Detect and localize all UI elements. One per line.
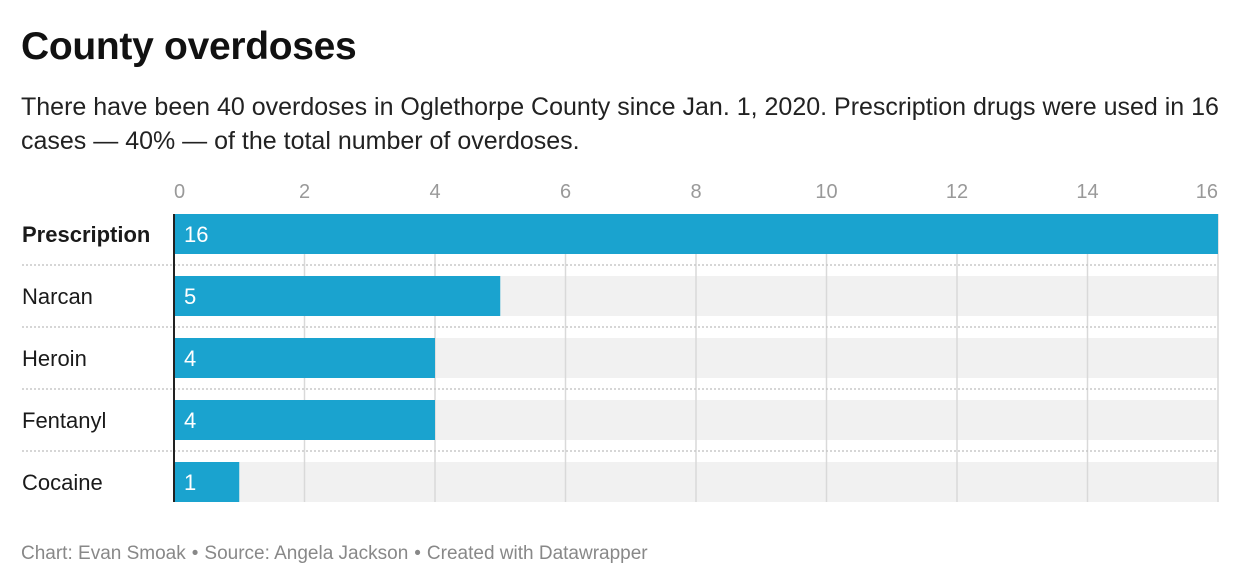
data-label: 1 [184,470,196,495]
footer-separator: • [191,543,199,564]
chart-subtitle: There have been 40 overdoses in Oglethor… [21,93,1219,155]
x-tick-label: 6 [560,181,571,203]
category-label: Cocaine [22,470,103,495]
x-tick-label: 14 [1076,181,1098,203]
x-tick-label: 10 [815,181,837,203]
bar [174,400,435,440]
data-label: 4 [184,346,196,371]
category-label: Narcan [22,284,93,309]
x-tick-label: 0 [174,181,185,203]
datawrapper-credit: Created with Datawrapper [426,543,648,564]
chart-credit: Chart: Evan Smoak [21,543,186,564]
x-tick-label: 16 [1196,181,1218,203]
chart-source: Source: Angela Jackson [204,543,409,564]
bar [174,338,435,378]
category-label: Prescription [22,222,150,247]
bar [174,214,1218,254]
chart-footer: Chart: Evan Smoak • Source: Angela Jackson… [21,542,648,566]
footer-separator: • [414,543,421,564]
category-label: Fentanyl [22,408,106,433]
data-label: 16 [184,222,208,247]
data-label: 5 [184,284,196,309]
bar [174,276,501,316]
x-tick-label: 4 [429,181,440,203]
x-tick-label: 2 [299,181,310,203]
category-label: Heroin [22,346,87,371]
bar [174,462,240,502]
data-label: 4 [184,408,196,433]
x-tick-label: 12 [946,181,968,203]
chart-title: County overdoses [21,25,357,68]
x-tick-label: 8 [690,181,701,203]
